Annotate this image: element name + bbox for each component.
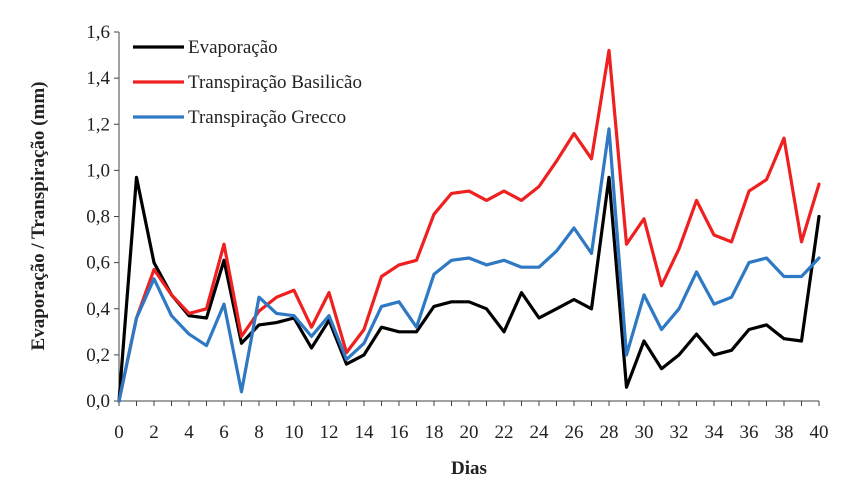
x-tick-label: 22 [495, 422, 514, 443]
legend: Evaporação Transpiração Basilicão Transpir… [133, 37, 362, 128]
y-tick-label: 0,8 [86, 207, 110, 228]
x-tick-label: 2 [149, 422, 159, 443]
legend-label: Transpiração Grecco [188, 107, 346, 128]
series-line-3 [117, 127, 821, 403]
x-tick-label: 24 [530, 422, 550, 443]
y-tick-label: 1,6 [86, 22, 110, 43]
x-tick-label: 20 [460, 422, 479, 443]
x-tick-label: 8 [254, 422, 264, 443]
axes: 0,00,20,40,60,81,01,21,41,60 2 4 6 8 10 12 14 16… [86, 22, 828, 443]
x-tick-label: 32 [670, 422, 689, 443]
y-axis-title: Evaporação / Transpiração (mm) [28, 82, 49, 351]
x-tick-label: 26 [565, 422, 584, 443]
x-tick-label: 14 [355, 422, 375, 443]
x-tick-label: 10 [285, 422, 304, 443]
x-tick-label: 28 [600, 422, 619, 443]
x-tick-label: 30 [635, 422, 654, 443]
x-tick-label: 6 [219, 422, 229, 443]
y-tick-label: 0,0 [86, 391, 110, 412]
y-tick-label: 0,2 [86, 345, 110, 366]
series-line-2 [117, 48, 821, 403]
x-tick-label: 16 [390, 422, 409, 443]
x-tick-label: 18 [425, 422, 444, 443]
y-tick-label: 0,6 [86, 253, 110, 274]
y-tick-label: 1,2 [86, 114, 110, 135]
x-tick-label: 34 [705, 422, 725, 443]
legend-label: Evaporação [188, 37, 278, 58]
y-tick-label: 1,4 [86, 68, 110, 89]
x-tick-label: 38 [775, 422, 794, 443]
x-tick-label: 4 [184, 422, 194, 443]
legend-label: Transpiração Basilicão [188, 72, 362, 93]
y-tick-label: 1,0 [86, 160, 110, 181]
x-axis-title: Dias [451, 458, 487, 479]
x-tick-label: 0 [114, 422, 124, 443]
series-lines [117, 48, 821, 403]
x-tick-label: 12 [320, 422, 339, 443]
x-tick-label: 40 [810, 422, 829, 443]
y-tick-label: 0,4 [86, 299, 110, 320]
series-line-1 [117, 175, 821, 403]
x-tick-label: 36 [740, 422, 759, 443]
